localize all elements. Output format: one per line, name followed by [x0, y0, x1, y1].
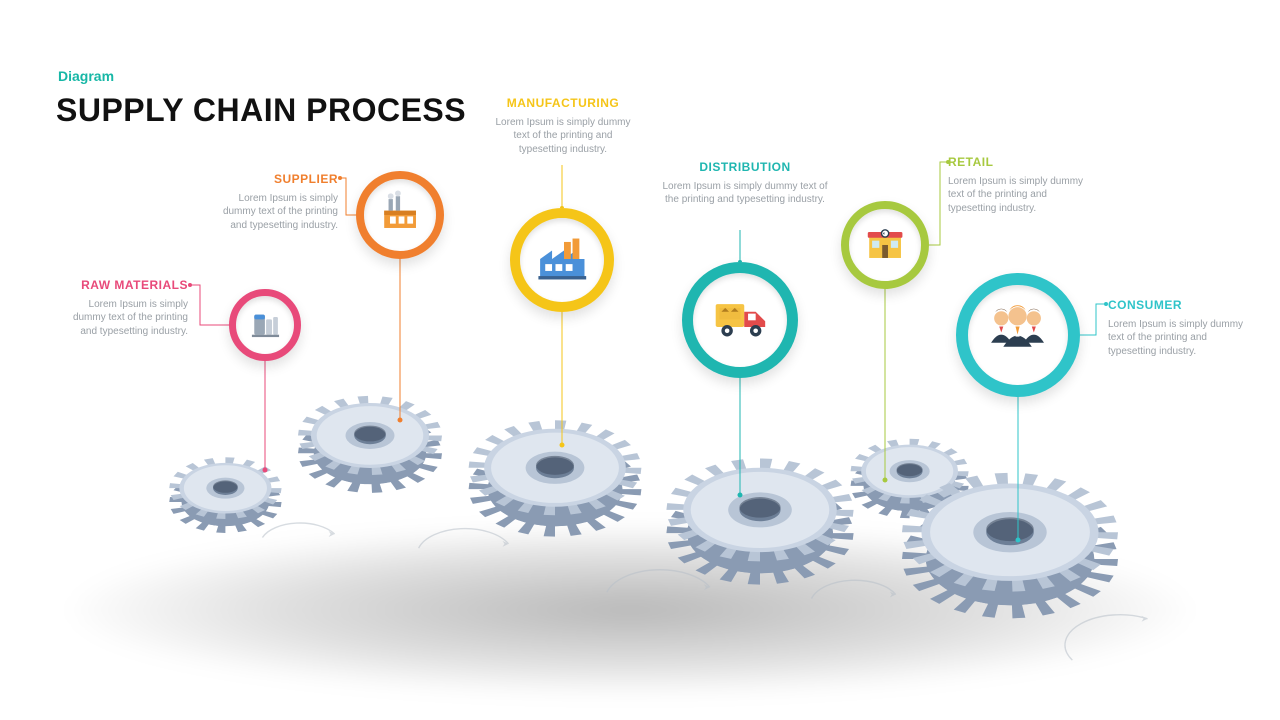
stage-label: MANUFACTURING — [488, 96, 638, 112]
stage-label: RAW MATERIALS — [58, 278, 188, 294]
stage-description: Lorem Ipsum is simply dummy text of the … — [488, 116, 638, 157]
stage-distribution: DISTRIBUTION Lorem Ipsum is simply dummy… — [660, 160, 830, 207]
shop-icon — [862, 219, 908, 270]
people-icon — [985, 300, 1050, 370]
truck-icon — [710, 287, 771, 353]
stage-retail: RETAIL Lorem Ipsum is simply dummy text … — [948, 155, 1098, 215]
stage-consumer: CONSUMER Lorem Ipsum is simply dummy tex… — [1108, 298, 1258, 358]
flow-arrow — [0, 0, 1280, 720]
stage-description: Lorem Ipsum is simply dummy text of the … — [1108, 318, 1258, 359]
stage-label: DISTRIBUTION — [660, 160, 830, 176]
supply-chain-diagram: { "header": { "subtitle": "Diagram", "su… — [0, 0, 1280, 720]
factory-icon — [535, 230, 590, 290]
stage-description: Lorem Ipsum is simply dummy text of the … — [58, 298, 188, 339]
badge-retail — [841, 201, 929, 289]
badge-raw-materials — [229, 289, 301, 361]
stage-label: CONSUMER — [1108, 298, 1258, 314]
badge-supplier — [356, 171, 444, 259]
badge-distribution — [682, 262, 798, 378]
stage-description: Lorem Ipsum is simply dummy text of the … — [948, 175, 1098, 216]
stage-supplier: SUPPLIER Lorem Ipsum is simply dummy tex… — [208, 172, 338, 232]
stage-raw-materials: RAW MATERIALS Lorem Ipsum is simply dumm… — [58, 278, 188, 338]
badge-consumer — [956, 273, 1080, 397]
stage-description: Lorem Ipsum is simply dummy text of the … — [208, 192, 338, 233]
stage-label: SUPPLIER — [208, 172, 338, 188]
stage-label: RETAIL — [948, 155, 1098, 171]
storage-tank-icon — [246, 304, 284, 347]
factory-simple-icon — [377, 189, 423, 240]
stage-manufacturing: MANUFACTURING Lorem Ipsum is simply dumm… — [488, 96, 638, 156]
badge-manufacturing — [510, 208, 614, 312]
stage-description: Lorem Ipsum is simply dummy text of the … — [660, 180, 830, 207]
